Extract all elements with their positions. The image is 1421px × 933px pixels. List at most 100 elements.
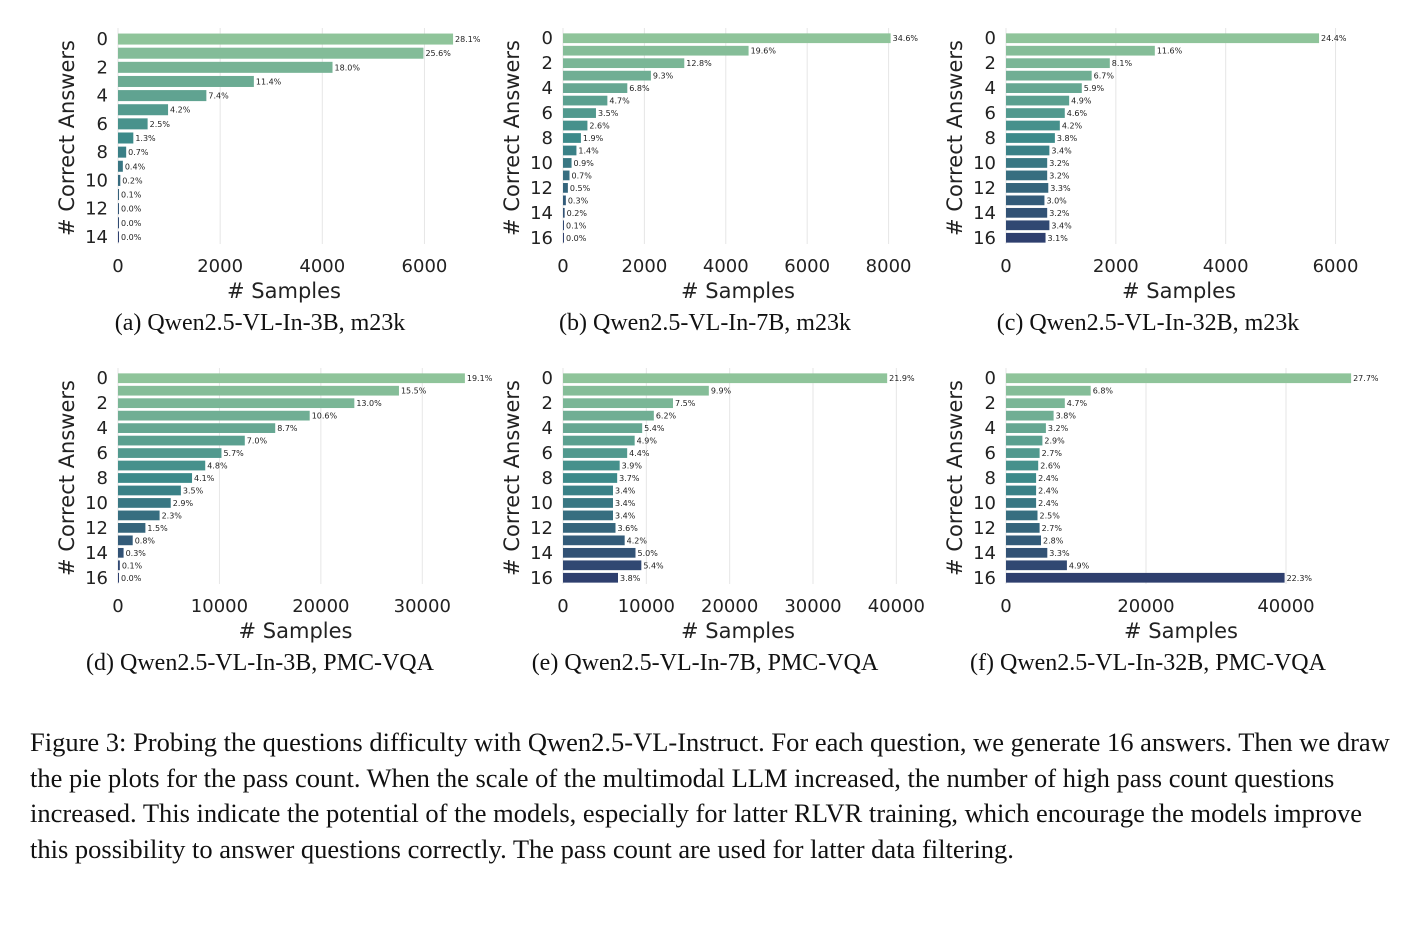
y-tick-label: 2 — [97, 57, 108, 78]
bar — [563, 158, 572, 168]
bar-value-label: 2.4% — [1038, 486, 1059, 495]
bar-value-label: 3.5% — [183, 486, 204, 495]
bar-value-label: 4.2% — [170, 106, 191, 115]
bar — [1006, 547, 1048, 558]
bar-value-label: 2.5% — [150, 120, 171, 129]
bar-chart-a: 28.1% 25.6% 18.0% 11.4% 7.4% 4.2% 2.5% 1.3% 0.7%… — [55, 28, 481, 303]
bar-value-label: 5.4% — [644, 424, 665, 433]
y-tick-label: 16 — [530, 568, 553, 589]
bar — [563, 423, 643, 433]
figure-caption: Figure 3: Probing the questions difficul… — [30, 725, 1400, 867]
subcaption-c: (c) Qwen2.5-VL-In-32B, m23k — [996, 310, 1300, 336]
bar-value-label: 7.0% — [247, 437, 268, 446]
x-tick-label: 2000 — [197, 256, 243, 277]
y-tick-label: 14 — [973, 543, 996, 564]
bar — [118, 217, 119, 229]
bar — [1006, 170, 1048, 181]
bar-value-label: 9.3% — [653, 72, 674, 81]
bar — [563, 183, 568, 193]
bar — [118, 118, 148, 130]
bar-value-label: 25.6% — [425, 49, 451, 58]
x-axis-label: # Samples — [239, 619, 353, 643]
bar — [118, 535, 133, 546]
bar — [118, 510, 160, 521]
bar-value-label: 7.5% — [675, 399, 696, 408]
bar-value-label: 4.6% — [1067, 109, 1088, 118]
bar — [1006, 535, 1041, 546]
y-tick-label: 12 — [85, 199, 108, 220]
bar — [563, 460, 620, 471]
bar-value-label: 0.0% — [121, 233, 142, 242]
bar — [563, 498, 613, 508]
bar — [118, 423, 276, 433]
bar — [563, 70, 651, 81]
y-tick-label: 12 — [530, 178, 553, 199]
bar-value-label: 15.5% — [401, 387, 427, 396]
y-tick-label: 12 — [85, 518, 108, 539]
bar — [118, 189, 120, 201]
bar — [563, 485, 613, 496]
bar — [1006, 448, 1040, 458]
bar — [118, 572, 119, 583]
x-tick-label: 20000 — [701, 596, 758, 617]
x-tick-label: 0 — [1000, 256, 1011, 277]
bar — [1006, 385, 1091, 396]
x-tick-label: 40000 — [868, 596, 925, 617]
y-tick-label: 14 — [85, 227, 108, 248]
x-tick-label: 0 — [112, 256, 123, 277]
bar-value-label: 0.8% — [135, 536, 156, 545]
bar-value-label: 28.1% — [455, 35, 481, 44]
bar-value-label: 2.7% — [1042, 524, 1063, 533]
bar — [1006, 158, 1048, 168]
bar — [118, 498, 171, 508]
bar-chart-e: 21.9% 9.9% 7.5% 6.2% 5.4% 4.9% 4.4% 3.9% 3.7% 3.4… — [500, 368, 925, 643]
bar-value-label: 0.1% — [121, 191, 142, 200]
bar — [118, 104, 169, 116]
x-tick-label: 0 — [1000, 596, 1011, 617]
bar — [563, 547, 636, 558]
bar-value-label: 4.9% — [637, 437, 658, 446]
bar-value-label: 3.2% — [1049, 159, 1070, 168]
bar-value-label: 13.0% — [356, 399, 382, 408]
x-tick-label: 0 — [557, 256, 568, 277]
y-tick-label: 6 — [97, 114, 108, 135]
bar-chart-d: 19.1% 15.5% 13.0% 10.6% 8.7% 7.0%5.7% 4.8% 4.1%… — [55, 368, 493, 643]
bar-value-label: 21.9% — [889, 374, 915, 383]
y-tick-label: 0 — [542, 28, 553, 49]
bar — [563, 83, 628, 93]
y-axis-label: # Correct Answers — [500, 380, 524, 576]
bar-value-label: 1.9% — [583, 134, 604, 143]
bar — [1006, 133, 1055, 143]
x-axis-label: # Samples — [227, 279, 341, 303]
bar — [1006, 58, 1110, 69]
bar — [118, 146, 127, 158]
bar-value-label: 0.2% — [122, 176, 143, 185]
bar — [118, 473, 193, 483]
bar-value-label: 2.4% — [1038, 499, 1059, 508]
bar-value-label: 3.3% — [1050, 184, 1071, 193]
y-tick-label: 2 — [542, 393, 553, 414]
x-tick-label: 30000 — [784, 596, 841, 617]
bar — [1006, 560, 1067, 571]
bar-value-label: 3.2% — [1049, 209, 1070, 218]
chart-panel-d: 19.1% 15.5% 13.0% 10.6% 8.7% 7.0% 5.7% 4.8% 4.1%… — [30, 360, 493, 676]
bar-value-label: 0.5% — [570, 184, 591, 193]
x-axis-label: # Samples — [1122, 279, 1236, 303]
bar-value-label: 3.4% — [615, 486, 636, 495]
bar — [118, 410, 310, 421]
bar-value-label: 3.3% — [1049, 549, 1070, 558]
subcaption-b: (b) Qwen2.5-VL-In-7B, m23k — [559, 310, 851, 336]
bar-value-label: 6.7% — [1094, 72, 1115, 81]
bar-value-label: 18.0% — [335, 63, 361, 72]
bar — [563, 385, 709, 396]
x-axis-label: # Samples — [681, 279, 795, 303]
bar-value-label: 3.4% — [615, 511, 636, 520]
bar-value-label: 0.1% — [566, 221, 587, 230]
bar-value-label: 2.6% — [1040, 462, 1061, 471]
bar-value-label: 0.7% — [128, 148, 149, 157]
bar — [563, 398, 673, 409]
y-axis-label: # Correct Answers — [500, 40, 524, 236]
x-tick-label: 0 — [112, 596, 123, 617]
bar-value-label: 0.0% — [121, 205, 142, 214]
bar — [1006, 523, 1040, 533]
